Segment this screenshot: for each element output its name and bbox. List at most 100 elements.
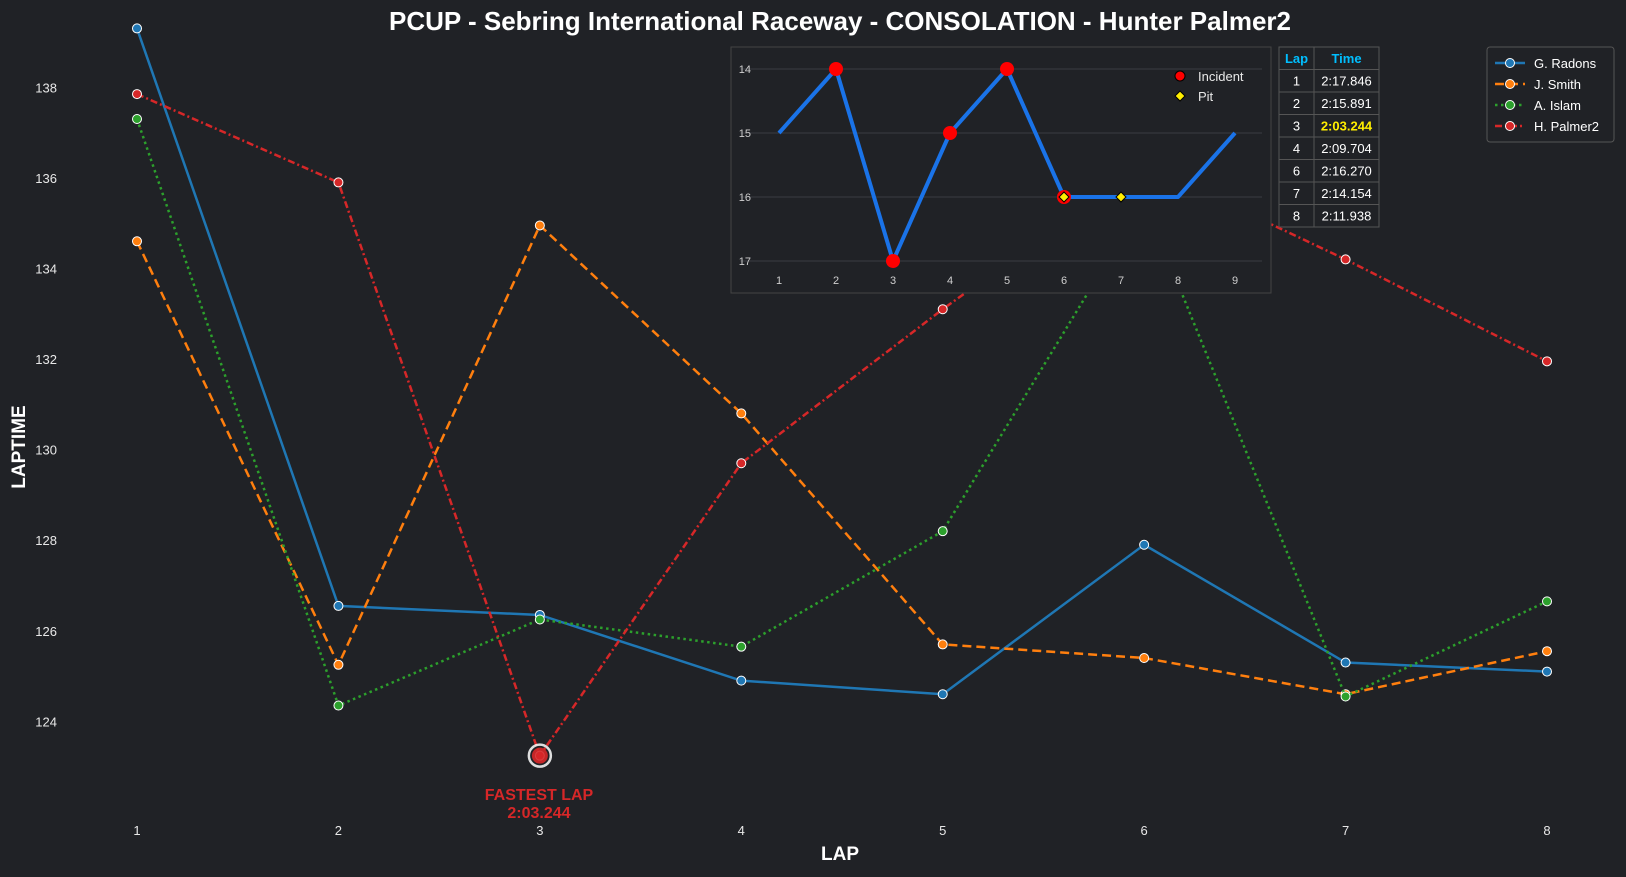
position-inset: 1 2 3 4 5 6 7 8 9 14 15 16 17 Incident Pit bbox=[730, 46, 1272, 294]
table-lap-value: 6 bbox=[1293, 164, 1300, 179]
inset-y-tick-label: 16 bbox=[739, 192, 751, 204]
table-lap-value: 7 bbox=[1293, 186, 1300, 201]
legend-marker-a-islam bbox=[1505, 100, 1515, 110]
inset-legend: Incident Pit bbox=[1174, 69, 1244, 104]
data-point-g-radons bbox=[1542, 666, 1552, 677]
data-point-g-radons bbox=[736, 675, 747, 686]
table-time-value: 2:11.938 bbox=[1322, 209, 1372, 224]
inset-x-tick-label: 7 bbox=[1118, 275, 1124, 287]
data-point-a-islam bbox=[736, 641, 747, 652]
x-tick-label: 6 bbox=[1141, 823, 1148, 838]
data-point-a-islam bbox=[534, 614, 545, 625]
inset-markers bbox=[829, 62, 1127, 268]
y-tick-label: 126 bbox=[35, 624, 57, 639]
inset-x-tick-label: 9 bbox=[1232, 275, 1238, 287]
table-time-value: 2:09.704 bbox=[1321, 141, 1372, 156]
data-point-h-palmer2 bbox=[1340, 254, 1351, 265]
data-point-a-islam bbox=[937, 526, 948, 537]
data-point-h-palmer2 bbox=[333, 177, 344, 188]
inset-y-tick-label: 17 bbox=[739, 256, 751, 268]
table-lap-value: 2 bbox=[1293, 96, 1300, 111]
incident-marker bbox=[943, 126, 957, 140]
table-lap-value: 4 bbox=[1293, 141, 1300, 156]
fastest-lap-marker bbox=[531, 747, 548, 764]
data-point-j-smith bbox=[937, 639, 948, 650]
inset-ticks: 1 2 3 4 5 6 7 8 9 14 15 16 17 bbox=[739, 64, 1238, 287]
incident-marker bbox=[829, 62, 843, 76]
data-point-g-radons bbox=[132, 23, 142, 34]
x-tick-label: 4 bbox=[738, 823, 745, 838]
inset-x-tick-label: 8 bbox=[1175, 275, 1181, 287]
inset-x-tick-label: 3 bbox=[890, 275, 896, 287]
data-point-j-smith bbox=[132, 236, 142, 247]
y-tick-label: 124 bbox=[35, 714, 57, 729]
fastest-lap-ring bbox=[527, 743, 553, 768]
legend-label-a-islam: A. Islam bbox=[1534, 98, 1581, 113]
incident-legend-label: Incident bbox=[1198, 69, 1244, 84]
legend-label-j-smith: J. Smith bbox=[1534, 77, 1581, 92]
table-time-value: 2:03.244 bbox=[1321, 119, 1373, 134]
table-time-value: 2:17.846 bbox=[1321, 74, 1372, 89]
data-point-g-radons bbox=[1139, 539, 1150, 550]
lap-time-table: Lap Time 1 2:17.846 2 2:15.891 3 2:03.244 4 2:09.… bbox=[1278, 46, 1380, 228]
x-tick-label: 5 bbox=[939, 823, 946, 838]
data-point-g-radons bbox=[1340, 657, 1351, 668]
data-point-a-islam bbox=[1542, 596, 1552, 607]
inset-x-tick-label: 6 bbox=[1061, 275, 1067, 287]
table-header-lap: Lap bbox=[1285, 51, 1308, 66]
y-tick-label: 132 bbox=[35, 352, 57, 367]
legend-label-g-radons: G. Radons bbox=[1534, 56, 1597, 71]
series-line-a-islam bbox=[135, 118, 1548, 708]
table-lap-value: 8 bbox=[1293, 209, 1300, 224]
series-lines bbox=[132, 23, 1552, 761]
legend-marker-j-smith bbox=[1505, 79, 1515, 89]
y-tick-label: 134 bbox=[35, 261, 57, 276]
inset-x-tick-label: 5 bbox=[1004, 275, 1010, 287]
data-point-a-islam bbox=[333, 700, 344, 711]
inset-y-tick-label: 15 bbox=[739, 128, 751, 140]
data-point-a-islam bbox=[1340, 691, 1351, 702]
data-point-a-islam bbox=[132, 114, 142, 124]
x-tick-label: 8 bbox=[1543, 823, 1550, 838]
inset-x-tick-label: 4 bbox=[947, 275, 953, 287]
y-axis-label: LAPTIME bbox=[9, 405, 30, 488]
data-point-h-palmer2 bbox=[937, 304, 948, 315]
x-tick-label: 2 bbox=[335, 823, 342, 838]
y-tick-label: 138 bbox=[35, 80, 57, 95]
inset-y-tick-label: 14 bbox=[739, 64, 751, 76]
data-point-h-palmer2 bbox=[132, 89, 142, 100]
pit-marker bbox=[1058, 191, 1070, 203]
incident-marker bbox=[1000, 62, 1014, 76]
legend-frame bbox=[1486, 46, 1615, 143]
fastest-lap-annotation: FASTEST LAP 2:03.244 bbox=[485, 743, 594, 822]
inset-x-tick-label: 2 bbox=[833, 275, 839, 287]
legend-marker-h-palmer2 bbox=[1505, 121, 1515, 131]
incident-marker bbox=[886, 254, 900, 268]
table-lap-value: 3 bbox=[1293, 119, 1300, 134]
inset-x-tick-label: 1 bbox=[776, 275, 782, 287]
chart-title: PCUP - Sebring International Raceway - C… bbox=[389, 6, 1291, 36]
x-axis-label: LAP bbox=[821, 844, 859, 865]
data-point-j-smith bbox=[736, 408, 747, 419]
y-tick-label: 128 bbox=[35, 533, 57, 548]
pit-legend-marker bbox=[1174, 90, 1186, 102]
legend-marker-g-radons bbox=[1505, 58, 1515, 68]
table-time-value: 2:14.154 bbox=[1321, 186, 1372, 201]
data-point-h-palmer2 bbox=[1542, 356, 1552, 367]
legend-label-h-palmer2: H. Palmer2 bbox=[1534, 119, 1599, 134]
series-line-g-radons bbox=[135, 28, 1548, 696]
pit-legend-label: Pit bbox=[1198, 89, 1214, 104]
fastest-lap-time: 2:03.244 bbox=[507, 805, 570, 822]
x-tick-label: 3 bbox=[536, 823, 543, 838]
x-tick-label: 7 bbox=[1342, 823, 1349, 838]
table-cell bbox=[1313, 204, 1380, 228]
data-point-g-radons bbox=[333, 600, 344, 611]
data-point-j-smith bbox=[1542, 646, 1552, 657]
y-tick-label: 136 bbox=[35, 171, 57, 186]
inset-frame bbox=[730, 46, 1272, 294]
table-lap-value: 1 bbox=[1293, 74, 1300, 89]
fastest-lap-label: FASTEST LAP bbox=[485, 787, 594, 804]
chart-legend: G. Radons J. Smith A. Islam H. Palmer2 bbox=[1486, 46, 1615, 143]
